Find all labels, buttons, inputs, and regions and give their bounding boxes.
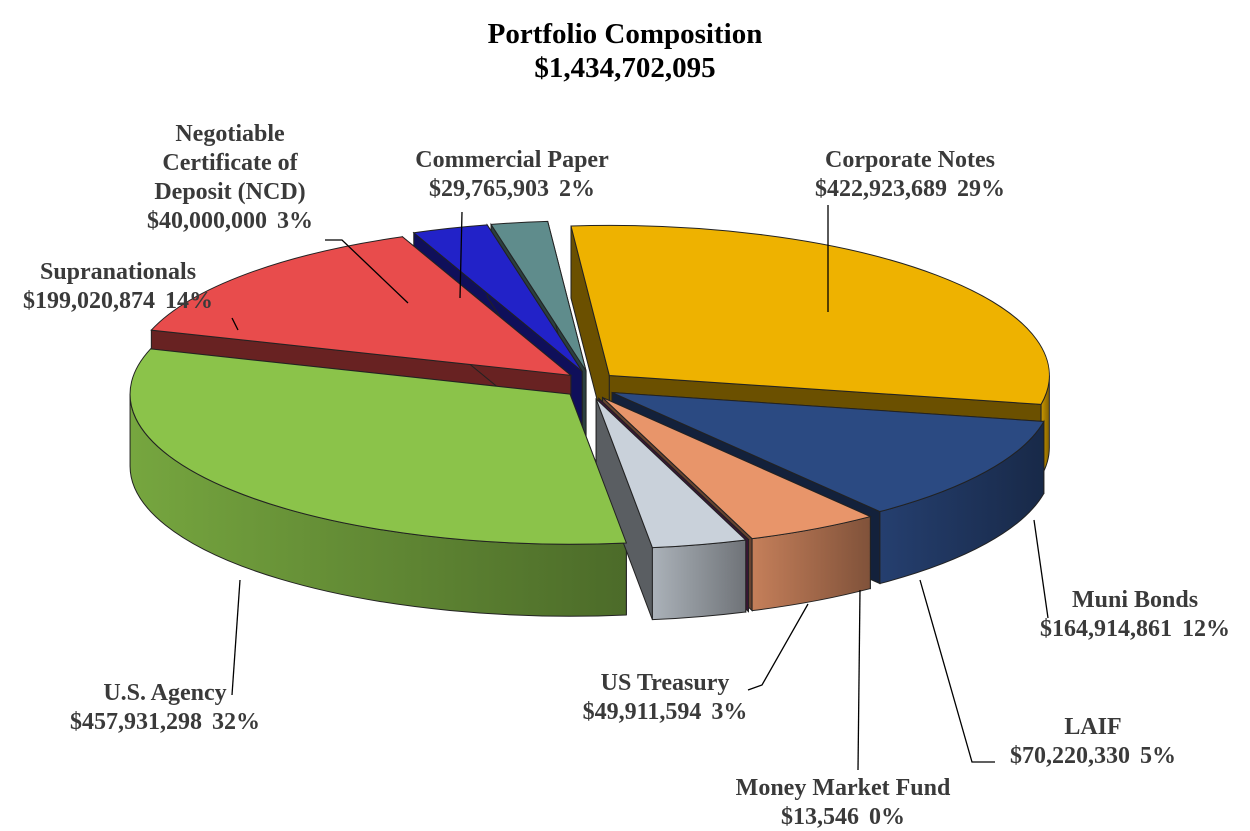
slice-label: U.S. Agency $457,931,298 32%	[45, 679, 285, 737]
percent-label: 32%	[212, 709, 260, 735]
percent-label: 12%	[1182, 616, 1230, 642]
value-row: $457,931,298 32%	[45, 708, 285, 737]
value-row: $49,911,594 3%	[545, 698, 785, 727]
slice	[602, 397, 872, 540]
slice-label: Corporate Notes $422,923,689 29%	[780, 146, 1040, 204]
category-label: Money Market Fund	[735, 775, 951, 801]
category-label: Muni Bonds	[1071, 587, 1199, 613]
category-label: Supranationals	[39, 259, 197, 285]
category-label: Commercial Paper	[415, 147, 609, 173]
value-label: $70,220,330	[1010, 743, 1130, 769]
slice	[598, 398, 750, 541]
slice	[129, 348, 628, 545]
leader-line	[231, 579, 241, 696]
category-label: Corporate Notes	[825, 147, 995, 173]
percent-label: 0%	[869, 804, 905, 830]
value-label: $457,931,298	[70, 709, 202, 735]
slice-label: Supranationals $199,020,874 14%	[0, 258, 238, 316]
slice	[412, 224, 583, 372]
percent-label: 3%	[711, 699, 748, 725]
value-label: $40,000,000	[147, 208, 267, 234]
percent-label: 29%	[957, 176, 1005, 202]
value-row: $29,765,903 2%	[392, 175, 632, 204]
value-row: $422,923,689 29%	[780, 175, 1040, 204]
value-row: $13,546 0%	[693, 803, 993, 831]
value-label: $13,546	[781, 804, 859, 830]
slice	[570, 224, 1050, 405]
leader-line	[459, 211, 463, 299]
value-label: $164,914,861	[1040, 616, 1172, 642]
leader-line	[1033, 519, 1049, 619]
slice	[611, 392, 1045, 513]
slice-label: Money Market Fund $13,546 0%	[693, 774, 993, 831]
value-label: $422,923,689	[815, 176, 947, 202]
percent-label: 2%	[559, 176, 595, 202]
leader-line	[747, 603, 809, 691]
percent-label: 14%	[165, 288, 213, 314]
chart-subtitle: $1,434,702,095	[534, 52, 716, 84]
value-label: $49,911,594	[582, 699, 702, 725]
tops	[129, 220, 1050, 549]
slice-label: Negotiable Certificate of Deposit (NCD) $…	[130, 120, 330, 236]
chart-title: Portfolio Composition	[487, 18, 763, 50]
slice-label: Commercial Paper $29,765,903 2%	[392, 146, 632, 204]
slice-label: LAIF $70,220,330 5%	[973, 713, 1213, 771]
value-row: $199,020,874 14%	[0, 287, 238, 316]
slice-wall	[651, 539, 747, 621]
slice	[595, 398, 747, 549]
leader-line	[325, 239, 409, 304]
value-row: $70,220,330 5%	[973, 742, 1213, 771]
percent-label: 5%	[1140, 743, 1176, 769]
leader-line	[919, 579, 995, 763]
category-label: U.S. Agency	[103, 680, 227, 706]
slice	[150, 236, 573, 377]
category-label: LAIF	[1064, 714, 1122, 740]
slice	[490, 220, 587, 372]
slice-label: Muni Bonds $164,914,861 12%	[1005, 586, 1250, 644]
percent-label: 3%	[277, 208, 313, 234]
value-row: $40,000,000 3%	[130, 207, 330, 236]
category-label: US Treasury	[600, 670, 730, 696]
category-label: Negotiable Certificate of Deposit (NCD)	[154, 121, 306, 205]
value-label: $29,765,903	[429, 176, 549, 202]
value-label: $199,020,874	[23, 288, 155, 314]
leader-line	[231, 317, 239, 331]
leader-line	[857, 589, 861, 771]
slice-label: US Treasury $49,911,594 3%	[545, 669, 785, 727]
value-row: $164,914,861 12%	[1005, 615, 1250, 644]
